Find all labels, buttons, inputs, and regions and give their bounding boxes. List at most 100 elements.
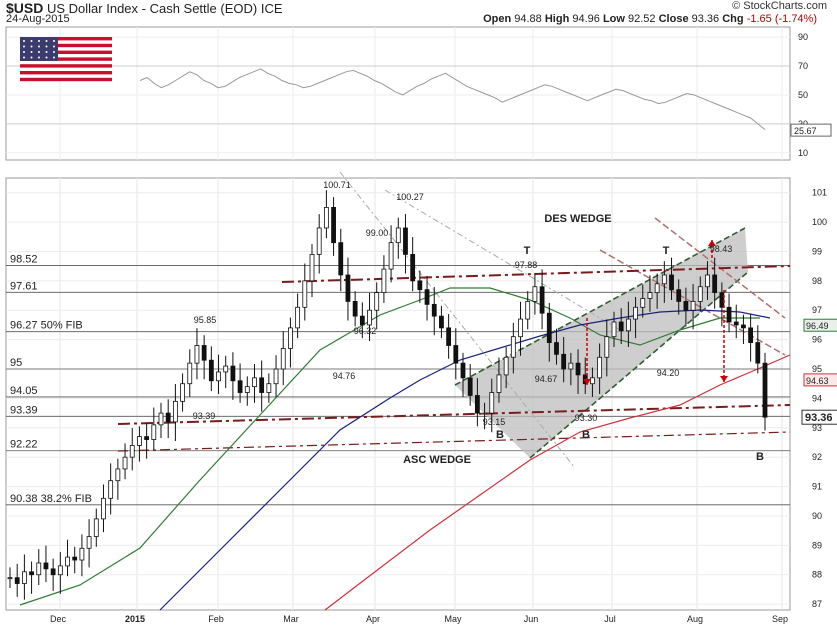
- flag-star: [38, 56, 40, 59]
- indicator-tick-label: 90: [798, 32, 808, 42]
- ma-100-line: [159, 309, 771, 611]
- indicator-line: [139, 68, 766, 130]
- flag-star: [45, 45, 48, 48]
- level-label: 96.27 50% FIB: [10, 320, 83, 332]
- flag-star: [53, 56, 55, 59]
- top-marker: T: [524, 245, 531, 257]
- price-bar-body: [323, 206, 329, 229]
- price-bar-body: [460, 362, 466, 379]
- y-tick-label: 98: [812, 276, 822, 286]
- price-bar-body: [266, 383, 272, 393]
- y-tick-label: 88: [812, 570, 822, 580]
- price-bar-body: [194, 345, 200, 364]
- price-bar-body: [496, 374, 502, 393]
- low-value: 92.52: [628, 13, 656, 25]
- price-annotation: 93.15: [483, 417, 506, 427]
- price-bar-body: [568, 362, 574, 370]
- target-arrow-1-head: [583, 379, 591, 385]
- price-bar-body: [625, 318, 631, 332]
- y-tick-label: 99: [812, 246, 822, 256]
- price-bar-body: [510, 336, 516, 358]
- price-bar-body: [172, 400, 178, 423]
- x-tick-label: Feb: [208, 614, 224, 624]
- price-bar-body: [331, 206, 336, 244]
- price-bar-body: [431, 303, 437, 317]
- close-label: Close: [658, 13, 689, 25]
- y-tick-label: 100: [812, 217, 827, 227]
- price-bar-body: [712, 274, 718, 294]
- price-bar-body: [144, 436, 150, 440]
- flag-stripe: [20, 37, 112, 41]
- price-bar-body: [539, 286, 545, 314]
- price-bar-body: [316, 227, 322, 255]
- price-bar-body: [590, 377, 595, 385]
- price-bar-body: [705, 274, 710, 288]
- indicator-value-tag: [790, 123, 832, 137]
- price-bar-body: [676, 289, 682, 302]
- price-bar-body: [216, 371, 221, 382]
- flag-stripe: [20, 71, 112, 75]
- price-bar-body: [93, 518, 99, 537]
- price-bar-body: [280, 348, 286, 370]
- price-bar-body: [244, 386, 250, 393]
- price-bar-body: [180, 383, 185, 402]
- chart-date: 24-Aug-2015: [6, 13, 70, 25]
- y-tick-label: 97: [812, 305, 822, 315]
- price-bar-body: [295, 306, 301, 329]
- y-tick-label: 90: [812, 511, 822, 521]
- low-label: Low: [602, 13, 625, 25]
- price-bar-body: [165, 412, 171, 423]
- price-bar-body: [669, 274, 674, 291]
- flag-star: [38, 51, 40, 53]
- chg-value: -1.65 (-1.74%): [746, 13, 817, 25]
- flag-stripe: [20, 50, 112, 54]
- high-value: 94.96: [572, 13, 600, 25]
- y-tick-label: 96: [812, 335, 822, 345]
- price-bar-body: [546, 312, 552, 343]
- support-line: [117, 404, 791, 425]
- indicator-frame: [5, 26, 791, 161]
- price-bar-body: [518, 318, 523, 338]
- price-bar-body: [489, 392, 495, 414]
- level-label: 93.39: [10, 404, 38, 416]
- price-bar-body: [187, 362, 193, 385]
- symbol: $USD: [6, 0, 44, 16]
- price-annotation: 94.76: [333, 371, 356, 381]
- price-bar-body: [532, 286, 538, 302]
- price-bar-body: [288, 327, 293, 349]
- open-value: 94.88: [514, 13, 542, 25]
- price-annotation: 96.32: [354, 326, 377, 336]
- bottom-marker: B: [582, 429, 590, 441]
- ma-tag-label-1: 96.49: [806, 321, 829, 331]
- y-tick-label: 89: [812, 540, 822, 550]
- x-tick-label: May: [444, 614, 462, 624]
- price-bar-body: [352, 301, 358, 317]
- price-bar-body: [57, 565, 63, 576]
- brand-label: © StockCharts.com: [732, 0, 827, 12]
- ma-200-line: [324, 354, 791, 611]
- price-bar-body: [115, 468, 121, 482]
- flag-star: [23, 51, 25, 53]
- price-annotation: 94.67: [535, 374, 558, 384]
- price-bar-body: [503, 356, 509, 376]
- x-tick-label: Aug: [687, 614, 703, 624]
- indicator-value-label: 25.67: [794, 126, 817, 136]
- level-label: 97.61: [10, 280, 38, 292]
- price-bar-body: [525, 301, 531, 320]
- dashdot-trend-2: [384, 189, 621, 331]
- price-bar-body: [611, 321, 617, 338]
- price-bar-body: [439, 315, 444, 329]
- asc-wedge-upper: [454, 227, 746, 386]
- x-tick-label: Jun: [524, 614, 539, 624]
- flag-star: [53, 45, 55, 48]
- price-bar-body: [741, 324, 746, 329]
- price-bar-body: [719, 292, 725, 308]
- x-tick-label: Apr: [366, 614, 380, 624]
- price-bar-body: [273, 368, 279, 385]
- price-bar-body: [101, 497, 106, 520]
- bottom-marker: B: [756, 451, 764, 463]
- price-bar-body: [374, 292, 380, 311]
- price-tag: [801, 409, 837, 425]
- price-bar-body: [65, 556, 70, 567]
